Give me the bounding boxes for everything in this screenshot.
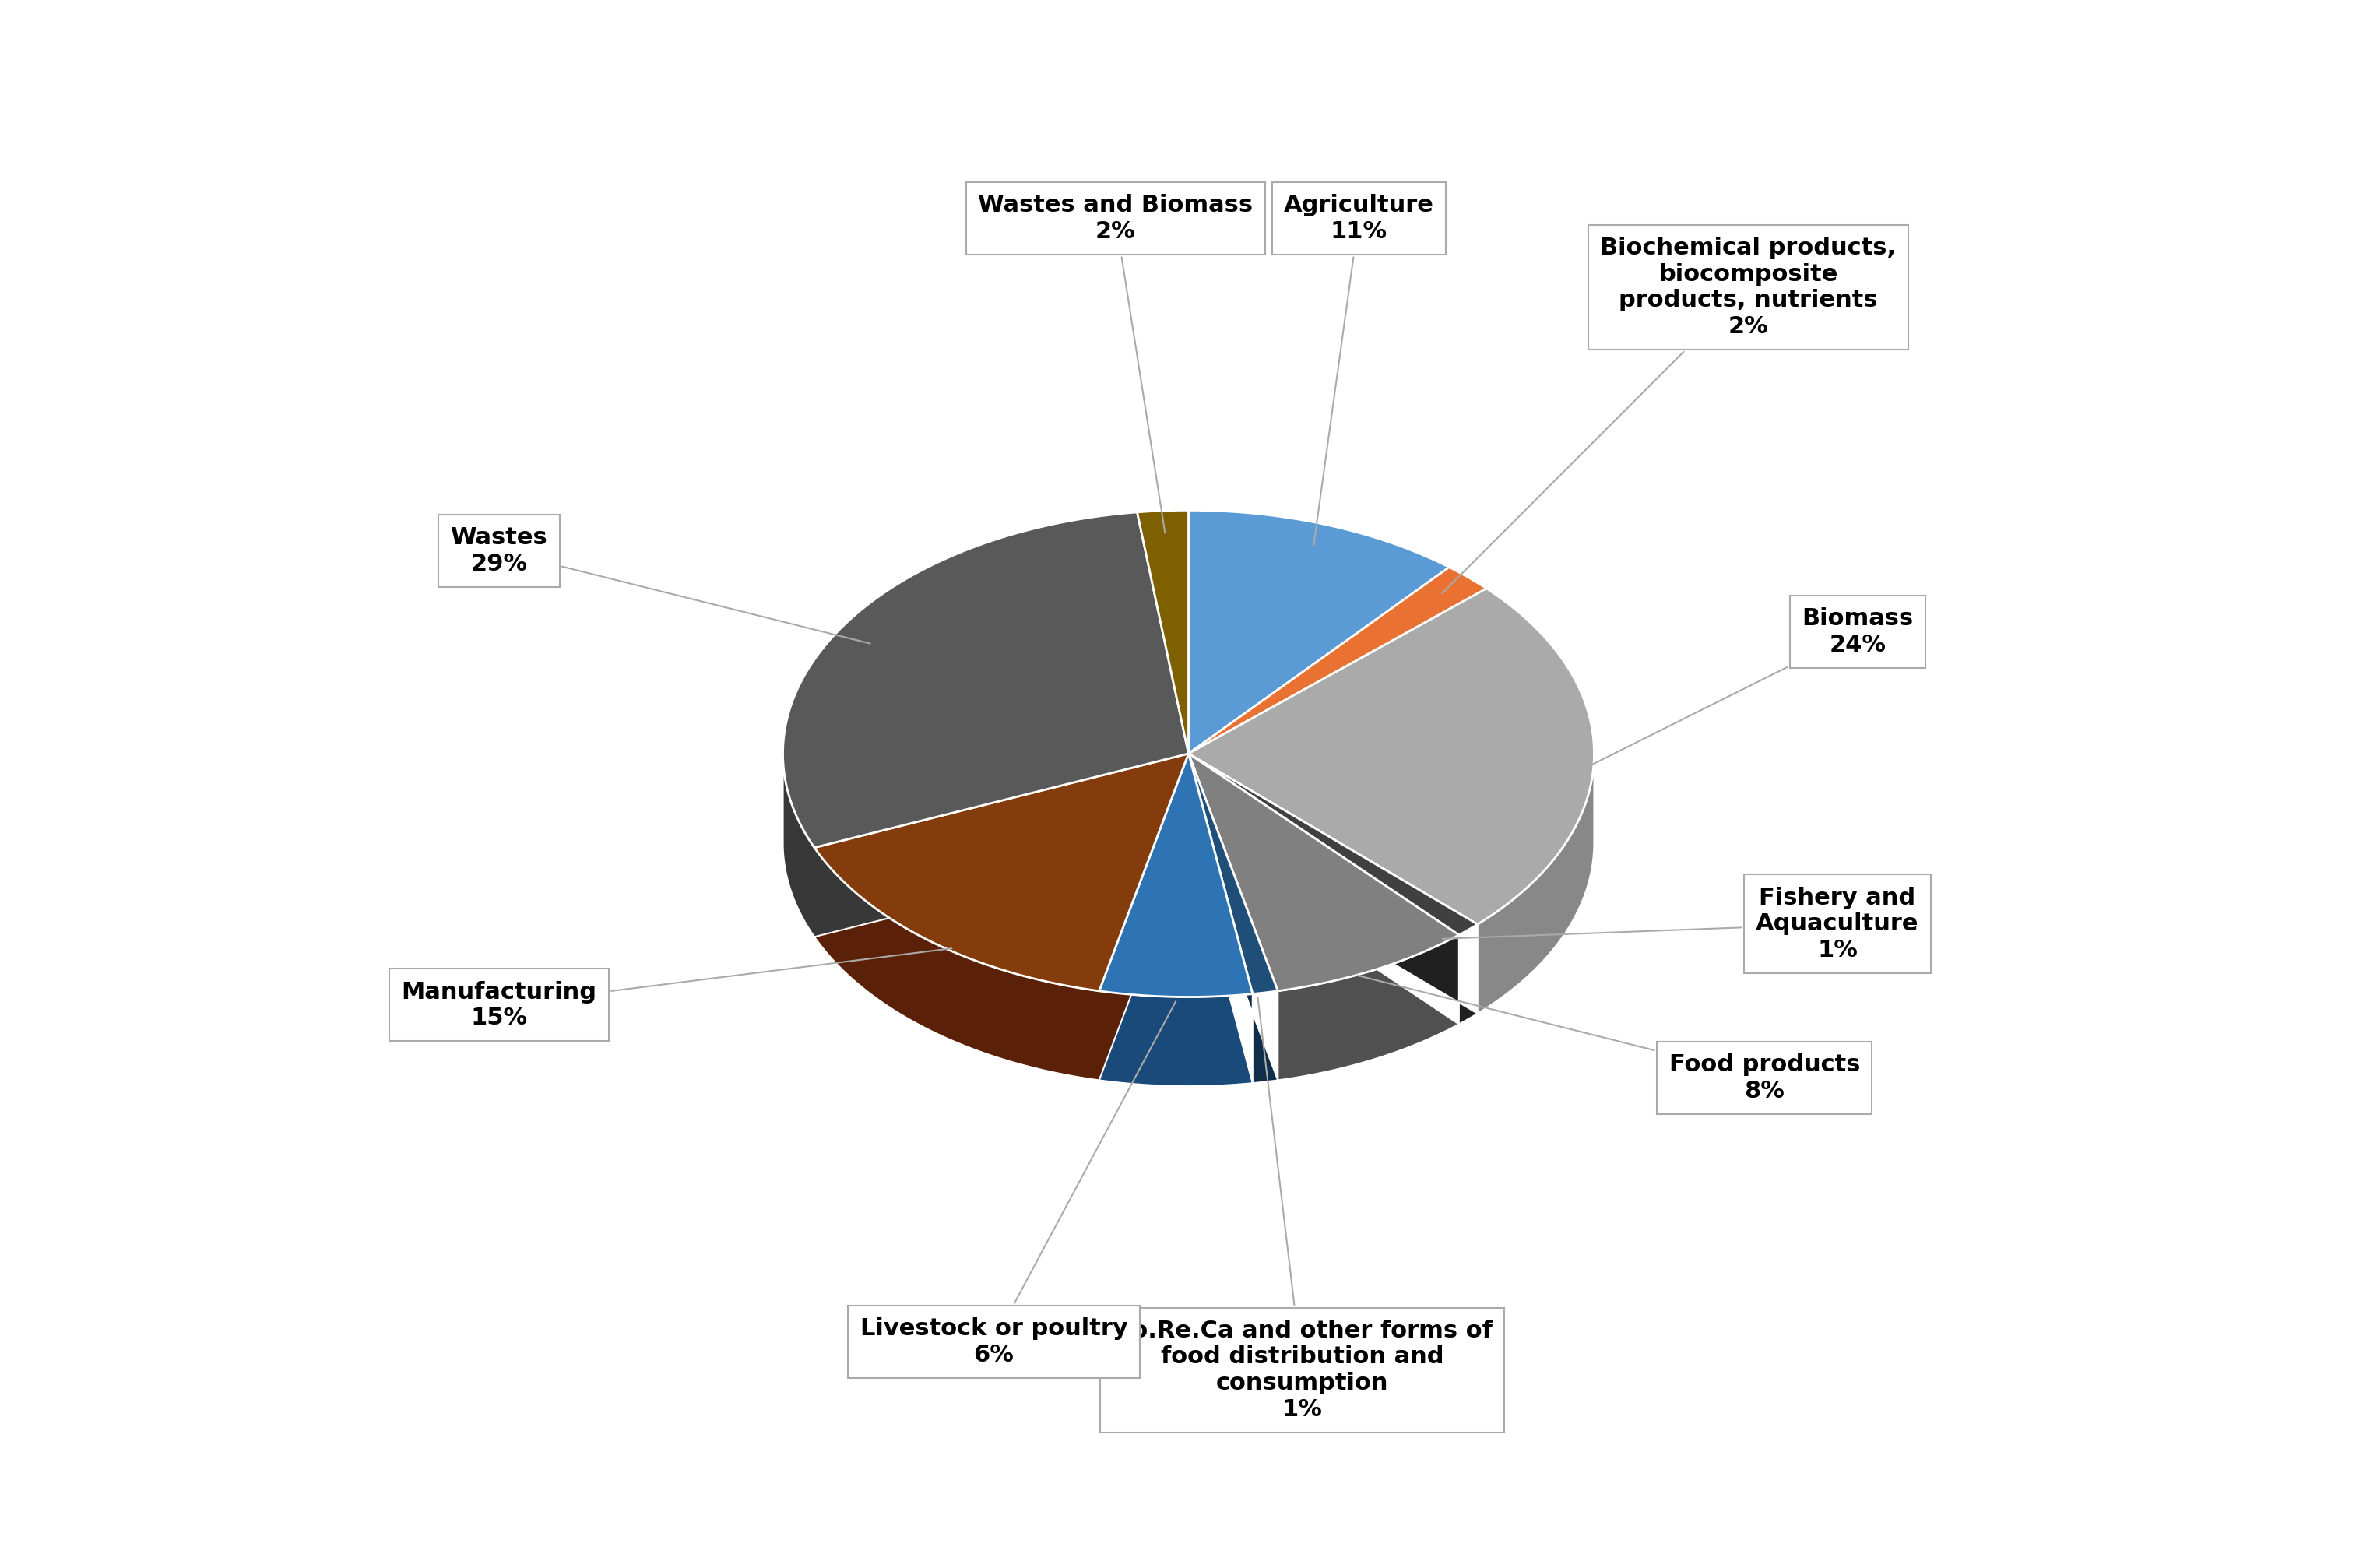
- Polygon shape: [1188, 510, 1450, 754]
- Text: Fishery and
Aquaculture
1%: Fishery and Aquaculture 1%: [1443, 886, 1918, 961]
- Polygon shape: [1188, 754, 1478, 1024]
- Text: Ho.Re.Ca and other forms of
food distribution and
consumption
1%: Ho.Re.Ca and other forms of food distrib…: [1112, 997, 1493, 1421]
- Polygon shape: [1136, 510, 1188, 754]
- Polygon shape: [1188, 568, 1486, 754]
- Text: Wastes
29%: Wastes 29%: [449, 527, 870, 643]
- Text: Biomass
24%: Biomass 24%: [1555, 607, 1913, 782]
- Polygon shape: [1188, 754, 1478, 935]
- Polygon shape: [815, 754, 1188, 1080]
- Polygon shape: [1188, 588, 1595, 924]
- Polygon shape: [1188, 754, 1279, 994]
- Polygon shape: [1478, 754, 1595, 1013]
- Polygon shape: [782, 513, 1188, 848]
- Polygon shape: [1098, 754, 1253, 997]
- Text: Agriculture
11%: Agriculture 11%: [1284, 194, 1433, 546]
- Text: Livestock or poultry
6%: Livestock or poultry 6%: [860, 1000, 1177, 1366]
- Polygon shape: [1188, 754, 1459, 1080]
- Text: Food products
8%: Food products 8%: [1357, 975, 1861, 1102]
- Text: Biochemical products,
biocomposite
products, nutrients
2%: Biochemical products, biocomposite produ…: [1443, 237, 1897, 594]
- Text: Manufacturing
15%: Manufacturing 15%: [402, 949, 951, 1030]
- Polygon shape: [1098, 754, 1253, 1087]
- Text: Wastes and Biomass
2%: Wastes and Biomass 2%: [977, 194, 1253, 533]
- Polygon shape: [815, 754, 1188, 991]
- Polygon shape: [1188, 754, 1279, 1083]
- Polygon shape: [782, 754, 1188, 936]
- Polygon shape: [1188, 754, 1459, 991]
